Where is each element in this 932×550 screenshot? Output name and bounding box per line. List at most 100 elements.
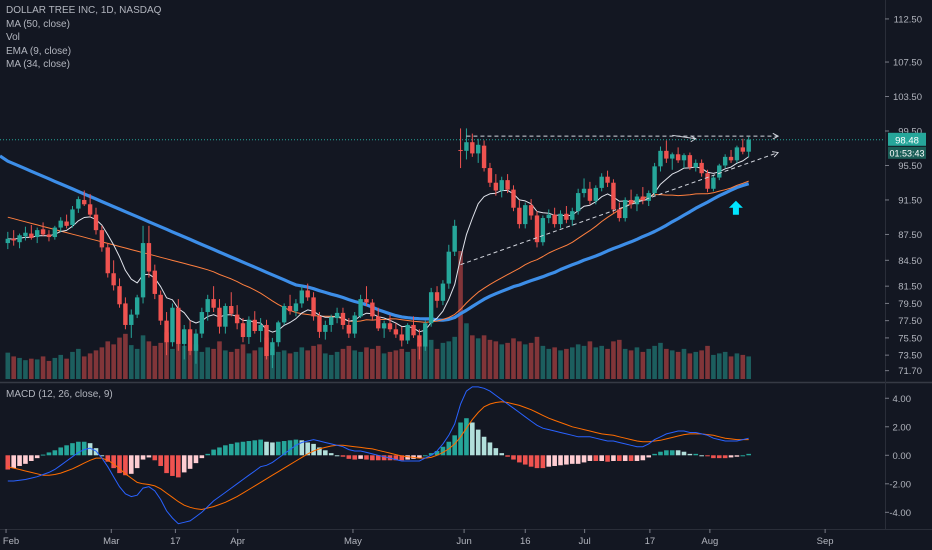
candle: [346, 318, 352, 338]
macd-signal-line: [7, 401, 749, 511]
candle-body: [546, 214, 551, 219]
volume-bar: [669, 350, 675, 379]
volume-bar: [128, 345, 134, 379]
candle: [52, 225, 58, 240]
candle-body: [476, 144, 481, 154]
chart-legend: DOLLAR TREE INC, 1D, NASDAQ MA (50, clos…: [6, 4, 161, 72]
candle-body: [334, 312, 340, 319]
macd-histogram-bar: [464, 418, 469, 456]
candle: [281, 303, 287, 325]
candle: [358, 294, 363, 319]
candle-body: [311, 297, 316, 317]
candle-body: [158, 294, 163, 321]
candle-body: [670, 154, 675, 159]
volume-bar: [728, 356, 734, 379]
volume-bar: [628, 350, 634, 379]
candle-body: [446, 251, 451, 284]
price-axis-label: 71.70: [898, 366, 922, 377]
candle-body: [593, 187, 598, 201]
candle: [323, 320, 328, 340]
candle: [728, 149, 734, 163]
volume-bar: [46, 360, 52, 379]
candle: [229, 292, 234, 317]
candle-body: [505, 180, 510, 190]
macd-legend[interactable]: MACD (12, 26, close, 9): [6, 389, 113, 400]
candle-body: [240, 323, 246, 338]
candle-body: [358, 299, 363, 317]
volume-bar: [81, 356, 87, 379]
volume-bar: [440, 342, 446, 379]
candle: [35, 227, 40, 244]
candle-body: [164, 320, 169, 343]
macd-histogram-bar: [164, 455, 169, 474]
macd-histogram-bar: [134, 455, 140, 469]
candle-body: [646, 193, 651, 201]
volume-bar: [17, 357, 22, 379]
candle-body: [182, 329, 187, 344]
macd-histogram-bar: [358, 455, 363, 459]
candle-body: [246, 319, 252, 338]
legend-volume[interactable]: Vol: [6, 32, 20, 43]
volume-bar: [434, 348, 440, 379]
candle: [76, 196, 81, 213]
candle-body: [229, 306, 234, 314]
candle: [317, 312, 322, 338]
candle-body: [711, 177, 716, 189]
legend-symbol[interactable]: DOLLAR TREE INC, 1D, NASDAQ: [6, 5, 162, 16]
candle: [129, 309, 134, 338]
macd-histogram-bar: [487, 442, 493, 456]
candle: [599, 173, 604, 192]
candle: [276, 320, 281, 347]
candle: [370, 299, 375, 321]
macd-histogram-bar: [128, 455, 134, 474]
candle-body: [523, 205, 528, 225]
macd-histogram-bar: [652, 453, 657, 456]
candle-body: [681, 155, 687, 161]
candle-body: [211, 299, 216, 308]
legend-ma50[interactable]: MA (50, close): [6, 18, 70, 30]
candle-body: [140, 243, 146, 298]
candle-body: [740, 147, 745, 152]
volume-bar: [652, 345, 657, 379]
candle-body: [5, 238, 10, 244]
volume-bar: [252, 350, 258, 379]
volume-bar: [611, 341, 616, 379]
volume-bar: [52, 357, 58, 379]
volume-bar: [111, 344, 116, 379]
candle: [329, 314, 334, 332]
trendline: [460, 152, 779, 266]
candle: [170, 303, 175, 347]
macd-histogram-bar: [746, 453, 751, 456]
candle-body: [587, 188, 593, 201]
macd-histogram-bar: [546, 455, 552, 467]
macd-histogram-bar: [599, 455, 604, 461]
candle: [311, 292, 316, 321]
up-arrow-icon: [728, 200, 743, 215]
volume-bar: [58, 354, 64, 379]
candle-body: [199, 312, 205, 334]
candle: [699, 159, 704, 177]
candle: [234, 305, 240, 330]
legend-ma34[interactable]: MA (34, close): [6, 59, 70, 70]
volume-bar: [287, 353, 293, 379]
volume-bar: [134, 348, 140, 379]
legend-ema9[interactable]: EMA (9, close): [6, 45, 72, 57]
candle-body: [393, 329, 399, 335]
candle-body: [470, 142, 475, 154]
candle: [634, 193, 640, 212]
macd-histogram-bar: [493, 448, 499, 456]
candle-body: [11, 238, 16, 241]
candle: [681, 153, 687, 169]
volume-bar: [569, 347, 575, 379]
candle: [558, 210, 563, 229]
candle: [687, 152, 693, 170]
macd-histogram-bar: [393, 455, 399, 461]
last-price-label: 98.48: [895, 135, 919, 146]
candle: [223, 303, 228, 334]
volume-bar: [522, 344, 528, 379]
candle-body: [129, 314, 134, 325]
macd-histogram-bar: [499, 453, 505, 456]
time-axis-label: 16: [520, 536, 531, 547]
candle: [164, 312, 169, 356]
